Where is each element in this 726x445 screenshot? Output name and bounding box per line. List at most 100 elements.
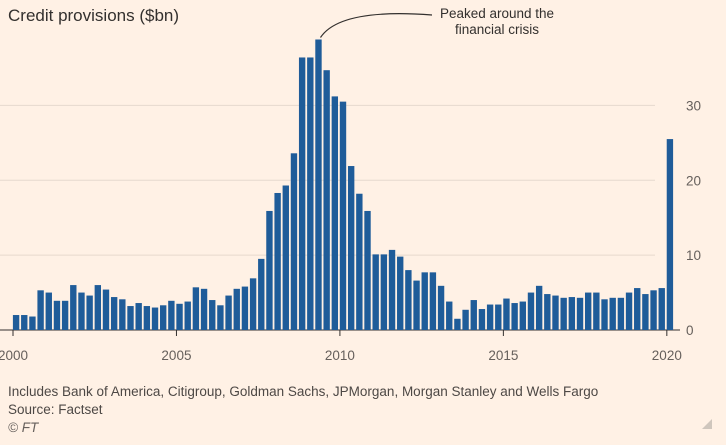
bar — [405, 270, 412, 330]
y-axis-ticks: 0 10 20 30 — [686, 98, 701, 338]
bar — [61, 300, 69, 330]
bar — [323, 70, 330, 330]
bar — [666, 139, 674, 330]
bar — [184, 301, 191, 330]
bar — [437, 285, 445, 330]
bar — [470, 300, 477, 330]
bar — [446, 301, 453, 330]
bar — [380, 254, 388, 330]
bar — [544, 294, 551, 330]
bar — [397, 256, 404, 330]
bar — [634, 288, 641, 330]
bar — [102, 289, 110, 330]
bar — [192, 287, 200, 330]
bar — [601, 299, 608, 330]
bar — [331, 96, 339, 331]
y-tick-label: 30 — [686, 98, 701, 113]
bar — [552, 295, 559, 330]
bar — [290, 153, 298, 330]
bar — [53, 300, 61, 330]
bar — [364, 210, 371, 330]
bar — [176, 303, 183, 330]
bar — [274, 192, 281, 330]
bar — [37, 290, 44, 330]
bar — [110, 297, 118, 330]
bar — [658, 288, 665, 330]
bar — [642, 294, 649, 330]
bar — [560, 297, 567, 330]
bar — [21, 315, 28, 330]
bar — [151, 307, 159, 330]
bar — [372, 254, 379, 330]
bar — [225, 295, 232, 330]
bar — [388, 249, 396, 330]
y-tick-label: 10 — [686, 248, 701, 263]
bar — [94, 285, 102, 330]
bar — [584, 292, 592, 330]
bar — [143, 306, 151, 330]
bar — [478, 309, 486, 330]
bar — [568, 297, 576, 330]
bar — [78, 292, 85, 330]
bar-chart: 0 10 20 30 2000 2005 2010 2015 2020 Peaked arou… — [0, 6, 701, 363]
bar — [168, 300, 175, 330]
annotation-text: Peaked around the — [440, 6, 554, 21]
bar — [347, 166, 355, 330]
bar — [282, 185, 289, 330]
x-axis-ticks: 2000 2005 2010 2015 2020 — [0, 330, 682, 363]
y-tick-label: 20 — [686, 173, 701, 188]
chart-title: Credit provisions ($bn) — [8, 6, 180, 25]
bar — [258, 258, 265, 330]
annotation-text: financial crisis — [455, 22, 539, 37]
bar — [70, 285, 77, 330]
bar — [298, 57, 306, 330]
bar — [119, 299, 126, 330]
x-tick-label: 2000 — [0, 348, 28, 363]
bar — [29, 316, 36, 330]
bar — [339, 101, 347, 331]
chart-source: Source: Factset — [8, 402, 103, 417]
bar — [576, 297, 584, 330]
x-tick-label: 2015 — [488, 348, 518, 363]
annotation-connector — [319, 13, 433, 38]
bar — [315, 39, 322, 330]
bar — [413, 280, 420, 330]
bar — [535, 285, 543, 330]
resize-corner-icon — [702, 419, 712, 429]
bar — [462, 309, 469, 330]
bar — [12, 315, 20, 330]
bar — [503, 298, 510, 330]
y-tick-label: 0 — [686, 323, 694, 338]
x-tick-label: 2020 — [652, 348, 682, 363]
bar — [511, 303, 518, 330]
bar — [127, 306, 134, 330]
bar — [609, 297, 616, 330]
bar — [86, 295, 93, 330]
chart-note: Includes Bank of America, Citigroup, Gol… — [8, 384, 599, 399]
bar — [217, 305, 224, 330]
bar — [625, 292, 633, 330]
bar — [160, 305, 167, 330]
bar — [233, 288, 240, 330]
bar — [617, 297, 625, 330]
bar — [429, 272, 437, 330]
bar — [356, 193, 363, 330]
bar — [266, 210, 273, 330]
bar — [200, 288, 208, 330]
bar — [307, 57, 314, 330]
bar — [249, 278, 257, 330]
bar — [593, 292, 600, 330]
bar — [421, 272, 428, 330]
bar — [519, 301, 526, 330]
bar — [454, 318, 461, 330]
bar — [209, 300, 216, 330]
bar — [495, 304, 502, 330]
bar — [45, 292, 52, 330]
ft-copyright: © FT — [8, 420, 39, 435]
bar — [527, 292, 535, 330]
bars — [12, 39, 674, 331]
bar — [135, 303, 142, 330]
bar — [650, 290, 657, 330]
bar — [241, 286, 249, 330]
